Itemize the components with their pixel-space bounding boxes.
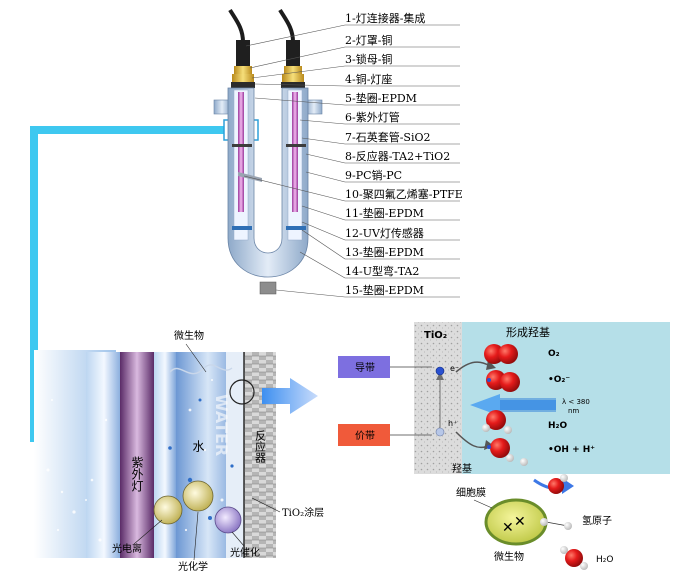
microbe-label-top: 微生物 <box>174 329 204 342</box>
lamp-cap-left <box>234 66 252 74</box>
species-label: •O₂⁻ <box>548 375 570 385</box>
part-leader-lines <box>243 24 460 298</box>
kill-x-icon: ✕ <box>514 514 526 530</box>
species-label: •OH + H⁺ <box>548 445 595 455</box>
part-labels: 1-灯连接器-集成 2-灯罩-铜 3-锁母-铜 4-铜-灯座 5-垫圈-EPDM… <box>345 11 463 297</box>
lamp-connector-left <box>236 40 250 66</box>
leader-line <box>305 171 346 183</box>
part-label: 8-反应器-TA2+TiO2 <box>345 149 450 163</box>
drain-cap <box>259 281 277 295</box>
species-label: O₂ <box>548 349 560 359</box>
microbe-bubble-ionization <box>153 495 183 525</box>
leader-line <box>301 205 346 221</box>
part-label: 4-铜-灯座 <box>345 72 392 86</box>
electron-label: e⁻ <box>450 364 459 373</box>
leader-line <box>301 137 346 145</box>
conduction-band-label: 导带 <box>355 362 375 374</box>
hole-dot <box>435 427 445 437</box>
microbe-bubble-catalysis <box>214 506 242 534</box>
uv-lamp-right <box>292 92 298 212</box>
hole-label: h⁺ <box>448 419 457 428</box>
u-tube-reactor <box>213 8 323 295</box>
part-label: 7-石英套管-SiO2 <box>345 130 431 144</box>
leader-line <box>275 289 346 298</box>
part-label: 3-锁母-铜 <box>345 52 392 66</box>
microbe-circle <box>229 379 255 405</box>
conduction-band-box <box>338 356 390 378</box>
mechanism-panel: TiO₂ 形成羟基 导带 价带 e⁻ h⁺ λ < 380 nm <box>338 322 670 570</box>
leader-line <box>299 251 346 279</box>
tio2-label: TiO₂ <box>424 330 447 341</box>
hydroxyl-label: 羟基 <box>452 462 472 475</box>
part-label: 11-垫圈-EPDM <box>345 206 424 220</box>
hydrogen-atom-label: 氢原子 <box>582 514 612 527</box>
leader-line <box>243 175 346 202</box>
lamp-connector-right <box>286 40 300 66</box>
water-label: 水 <box>191 440 205 452</box>
leader-line <box>251 65 346 79</box>
kill-x-icon: ✕ <box>502 520 514 536</box>
leader-line <box>254 83 346 87</box>
leader-line <box>301 221 346 241</box>
photo-ionization-label: 光电离 <box>112 542 142 555</box>
cell-membrane-label: 细胞膜 <box>456 486 486 499</box>
part-label: 14-U型弯-TA2 <box>345 264 419 278</box>
lamp-cap-right <box>284 66 302 74</box>
lamp-cable-left <box>228 8 245 43</box>
leader-line <box>301 229 346 260</box>
leader-line <box>299 119 346 125</box>
h2o-label: H₂O <box>596 555 613 565</box>
wavelength-label: λ < 380 <box>562 398 590 406</box>
part-label: 10-聚四氟乙烯塞-PTFE <box>345 187 463 201</box>
part-label: 2-灯罩-铜 <box>345 33 392 47</box>
lock-nut-left <box>232 74 254 82</box>
uv-lamp-left <box>238 92 244 212</box>
valence-band-box <box>338 424 390 446</box>
radical-title: 形成羟基 <box>506 325 550 339</box>
reactor-wall <box>244 352 276 558</box>
water-watermark: WATER <box>212 394 231 456</box>
uv-lamp-label: 紫外灯 <box>130 456 144 493</box>
flow-arrow <box>262 378 318 414</box>
leader-line <box>245 24 346 47</box>
microbe-label-cell: 微生物 <box>494 550 524 563</box>
microbe-bubble-photochem <box>182 480 214 512</box>
photochemistry-label: 光化学 <box>178 560 208 573</box>
cross-section-panel: 微生物 紫外灯 水 WATER 反应器 TiO₂涂层 光电离 光化学 光催化 <box>34 329 324 573</box>
species-label: H₂O <box>548 421 567 431</box>
part-label: 15-垫圈-EPDM <box>345 283 424 297</box>
reactor-label: 反应器 <box>254 430 267 464</box>
tio2-layer <box>414 322 462 474</box>
leader-line <box>249 46 346 69</box>
leader-line <box>305 153 346 164</box>
wavelength-unit: nm <box>568 407 579 415</box>
part-label: 13-垫圈-EPDM <box>345 245 424 259</box>
tio2-coating-label: TiO₂涂层 <box>282 506 324 519</box>
part-label: 5-垫圈-EPDM <box>345 91 417 105</box>
leader-line <box>254 97 346 106</box>
lamp-cable-right <box>278 8 295 43</box>
part-label: 9-PC销-PC <box>345 168 402 182</box>
part-label: 12-UV灯传感器 <box>345 227 424 240</box>
lock-nut-right <box>282 74 304 82</box>
part-label: 1-灯连接器-集成 <box>345 11 425 25</box>
photocatalysis-label: 光催化 <box>230 546 260 559</box>
part-label: 6-紫外灯管 <box>345 110 400 124</box>
valence-band-label: 价带 <box>355 430 375 442</box>
electron-dot <box>435 366 445 376</box>
uv-lamp-column <box>120 352 154 558</box>
